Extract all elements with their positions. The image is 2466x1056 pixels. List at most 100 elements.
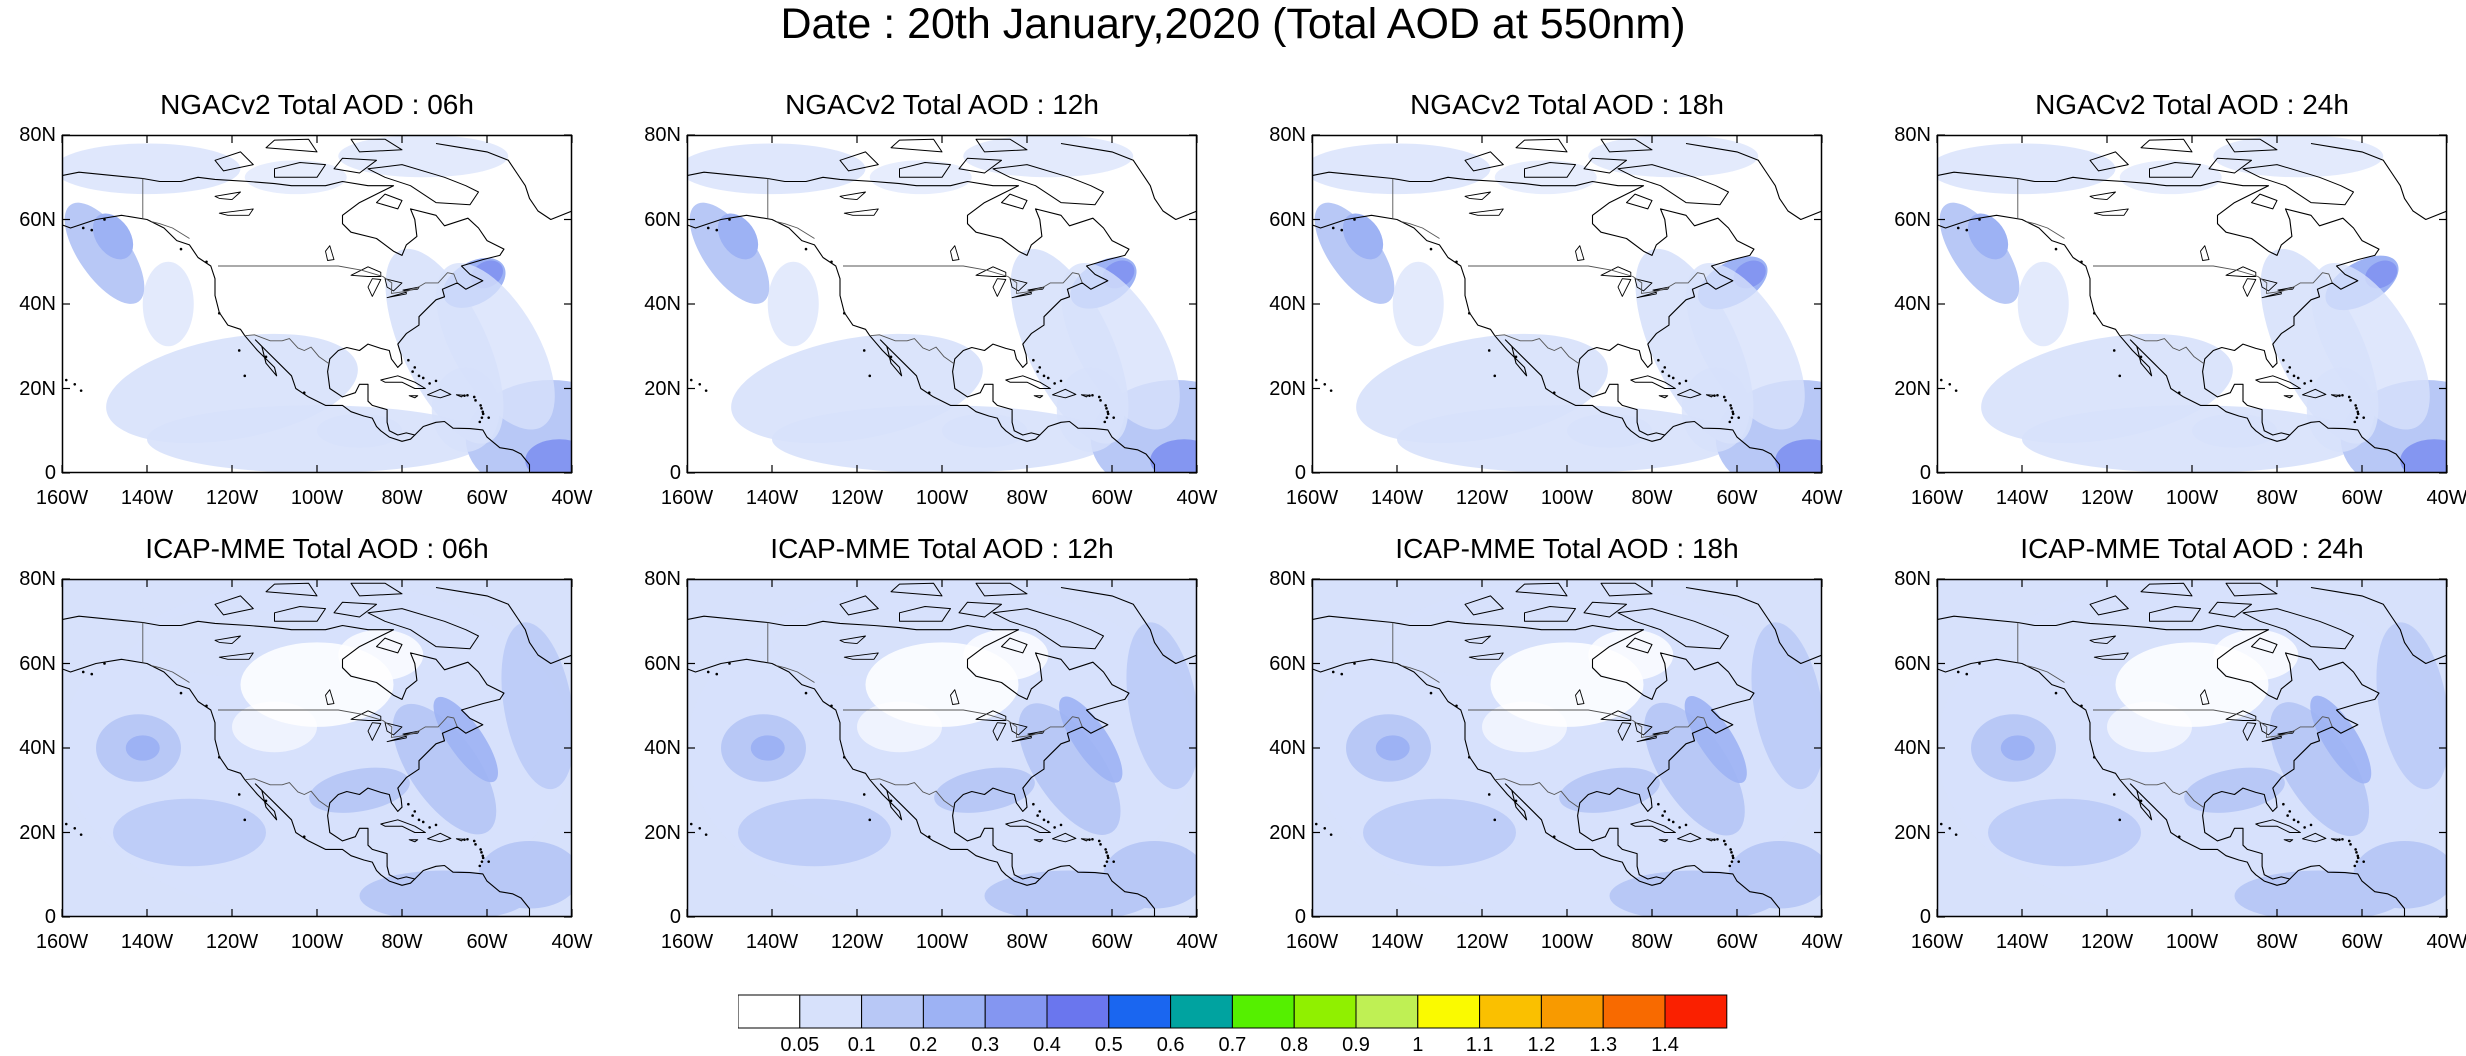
- small-island: [862, 793, 866, 796]
- coastline-island: [1052, 832, 1077, 843]
- political-border: [218, 709, 458, 738]
- aod-map: [686, 578, 1198, 918]
- lake-outline: [2242, 722, 2257, 741]
- aod-field-patch: [1559, 767, 1660, 813]
- small-island: [1038, 810, 1042, 813]
- political-border: [1468, 265, 1708, 294]
- small-island: [237, 349, 241, 352]
- lat-tick-label: 40N: [1894, 737, 1931, 759]
- small-island: [1105, 407, 1108, 410]
- small-island: [407, 802, 410, 806]
- colorbar-label: 1.1: [1465, 1034, 1494, 1056]
- coastline-island: [274, 606, 326, 622]
- coastline-island: [2225, 138, 2278, 153]
- lake-outline: [2225, 266, 2257, 277]
- small-island: [728, 218, 731, 221]
- small-island: [1737, 416, 1740, 419]
- lon-tick-label: 60W: [2341, 931, 2383, 953]
- lon-tick-label: 120W: [1455, 931, 1509, 953]
- aod-field-patch: [750, 735, 785, 761]
- aod-field-patch: [963, 135, 1134, 178]
- small-island: [1099, 399, 1102, 402]
- coastline-island: [1464, 151, 1504, 172]
- map-panel: NGACv2 Total AOD : 06h 80N 60N 40N 20N 0 160W 1…: [0, 90, 600, 520]
- small-island: [466, 393, 469, 397]
- coastline-island: [1626, 193, 1653, 210]
- coastline-south-america: [1664, 864, 1781, 917]
- colorbar-swatch: [1417, 994, 1481, 1029]
- coastline-island: [839, 595, 879, 616]
- aod-field-patch: [232, 701, 317, 753]
- small-island: [2288, 366, 2292, 369]
- coastline-island: [992, 608, 1104, 650]
- political-border: [869, 778, 955, 808]
- coastline-greenland: [1685, 142, 1822, 221]
- lake-outline: [386, 291, 407, 299]
- coastline-island: [1617, 164, 1729, 206]
- lat-tick-label: 60N: [644, 208, 681, 231]
- aod-field-patch: [689, 202, 770, 304]
- small-island: [830, 260, 833, 264]
- small-island: [1046, 820, 1050, 824]
- colorbar-swatch: [799, 994, 863, 1029]
- small-island: [1939, 822, 1943, 826]
- aod-field-patch: [2192, 413, 2277, 448]
- coastlines: [687, 579, 1197, 917]
- colorbar-label: 1.4: [1651, 1034, 1679, 1056]
- small-island: [205, 260, 208, 264]
- lat-tick-label: 0: [44, 906, 56, 928]
- coastline-island: [2330, 579, 2338, 580]
- coastline-island: [899, 606, 951, 622]
- lake-outline: [218, 208, 254, 216]
- small-island: [1729, 404, 1732, 407]
- panel-title: ICAP-MME Total AOD : 18h: [1395, 533, 1739, 564]
- small-island: [217, 311, 221, 315]
- small-island: [2347, 839, 2351, 843]
- lat-tick-label: 20N: [644, 377, 681, 400]
- small-island: [1948, 826, 1952, 830]
- small-island: [480, 860, 484, 863]
- lon-tick-label: 100W: [915, 487, 969, 509]
- aod-field-patch: [1686, 262, 1805, 430]
- small-island: [1731, 410, 1735, 414]
- small-island: [2355, 860, 2359, 863]
- lon-tick-label: 80W: [1006, 487, 1048, 509]
- lon-tick-label: 160W: [1910, 487, 1964, 509]
- lake-outline: [992, 278, 1007, 297]
- small-island: [1329, 833, 1333, 836]
- colorbar-swatch: [1479, 994, 1542, 1029]
- lat-tick-label: 20N: [644, 821, 681, 844]
- small-island: [715, 228, 719, 232]
- coastline-island: [380, 819, 426, 833]
- aod-field-patch: [1126, 622, 1197, 790]
- coastline-island: [2089, 151, 2129, 172]
- small-island: [472, 395, 476, 399]
- small-island: [481, 412, 485, 416]
- small-island: [889, 799, 893, 803]
- small-island: [103, 218, 106, 221]
- small-island: [1329, 389, 1333, 392]
- small-island: [1104, 404, 1107, 407]
- coastline-island: [1600, 582, 1653, 597]
- small-island: [421, 376, 425, 380]
- lat-tick-label: 20N: [19, 821, 56, 844]
- colorbar-label: 1.3: [1589, 1034, 1618, 1056]
- small-island: [1731, 856, 1735, 860]
- lat-tick-label: 40N: [644, 737, 681, 759]
- lat-tick-label: 60N: [19, 652, 56, 675]
- aod-map: [1936, 578, 2448, 918]
- aod-field-patch: [147, 405, 487, 473]
- aod-field-patch: [1937, 587, 2022, 656]
- lake-outline: [1011, 735, 1032, 743]
- lat-tick-label: 80N: [1894, 124, 1931, 146]
- coastline-island: [2251, 193, 2278, 210]
- colorbar-swatch: [1355, 994, 1419, 1029]
- coastline-island: [333, 157, 377, 174]
- coastline-south-america: [414, 864, 531, 917]
- coastline-north-america: [1937, 171, 2380, 442]
- lon-tick-label: 80W: [381, 487, 423, 509]
- small-island: [1042, 374, 1046, 378]
- lon-tick-label: 140W: [745, 487, 799, 509]
- small-island: [1939, 378, 1943, 382]
- small-island: [179, 691, 183, 695]
